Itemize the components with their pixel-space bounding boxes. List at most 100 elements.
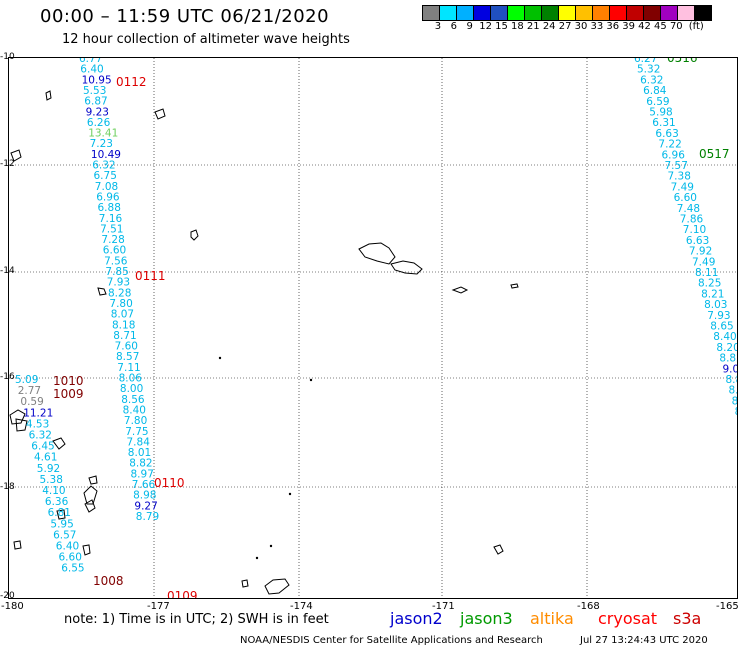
swh-value-track-b: 6.55 xyxy=(61,563,84,575)
color-legend-tick: 33 xyxy=(590,21,604,32)
swh-value-track-c: 8.03 xyxy=(704,299,727,311)
swh-value-track-a: 7.66 xyxy=(132,479,156,491)
swh-value-track-a: 8.01 xyxy=(128,447,151,459)
footer-timestamp: Jul 27 13:24:43 UTC 2020 xyxy=(580,635,708,646)
swh-value-track-b: 5.09 xyxy=(15,374,38,386)
swh-value-track-a: 7.51 xyxy=(100,223,123,235)
island-outline xyxy=(52,437,66,450)
color-legend-labels: 3 6 9 12 15 18 21 24 27 30 33 36 39 42 45 70 (ft) xyxy=(422,21,708,32)
color-legend-tick: 12 xyxy=(479,21,492,32)
swh-value-track-c: 7.38 xyxy=(668,171,691,183)
color-legend-tick: 9 xyxy=(466,21,473,32)
swh-value-track-b: 4.53 xyxy=(26,418,49,430)
color-legend-tick: 15 xyxy=(495,21,508,32)
color-swatch xyxy=(626,5,644,21)
orbit-label: 0517 xyxy=(699,147,730,161)
color-legend-tick: 36 xyxy=(606,21,620,32)
color-swatch xyxy=(677,5,695,21)
swh-value-track-b: 6.57 xyxy=(53,529,76,541)
color-legend xyxy=(422,5,712,21)
swh-value-track-c: 7.49 xyxy=(671,181,694,193)
color-legend-tick: 70 xyxy=(669,21,683,32)
swh-value-track-a: 7.60 xyxy=(115,341,138,353)
island-outline xyxy=(84,499,96,513)
swh-value-track-c: 7.86 xyxy=(680,214,704,226)
orbit-label: 0112 xyxy=(116,75,147,89)
swh-value-track-b: 6.32 xyxy=(29,430,52,442)
longitude-label: -180 xyxy=(1,601,24,612)
longitude-label: -171 xyxy=(432,601,455,612)
swh-value-track-b: 6.40 xyxy=(56,541,79,553)
swh-value-track-c: 6.63 xyxy=(655,128,678,140)
page-subtitle: 12 hour collection of altimeter wave hei… xyxy=(62,32,350,47)
island-outline xyxy=(358,242,396,265)
swh-value-track-c: 8.21 xyxy=(701,288,724,300)
island-outline xyxy=(451,286,469,294)
swh-value-track-a: 8.98 xyxy=(133,490,156,502)
swh-value-track-a: 6.26 xyxy=(87,117,111,129)
swh-value-track-c: 7.49 xyxy=(692,256,715,268)
island-outline xyxy=(88,475,98,485)
color-swatch xyxy=(694,5,712,21)
satellite-legend-cryosat: cryosat xyxy=(598,609,658,628)
color-swatch xyxy=(575,5,593,21)
swh-value-track-c: 7.48 xyxy=(677,203,700,215)
color-swatch xyxy=(524,5,542,21)
island-outline xyxy=(10,149,22,162)
latitude-label: -14 xyxy=(0,266,15,276)
orbit-label: 1008 xyxy=(93,574,124,588)
latitude-label: -16 xyxy=(0,372,15,382)
color-swatch xyxy=(439,5,457,21)
swh-value-track-a: 8.06 xyxy=(119,373,143,385)
swh-value-track-a: 7.93 xyxy=(107,277,130,289)
swh-value-track-c: 6.31 xyxy=(652,117,675,129)
color-legend-tick: 39 xyxy=(622,21,635,32)
swh-value-track-b: 5.95 xyxy=(50,518,73,530)
swh-value-track-c: 6.59 xyxy=(646,96,669,108)
swh-value-track-b: 5.92 xyxy=(37,463,60,475)
swh-value-track-a: 8.40 xyxy=(123,404,146,416)
swh-value-track-c: 8.06 xyxy=(732,395,737,407)
island-dot xyxy=(255,556,259,560)
footer-credit: NOAA/NESDIS Center for Satellite Applica… xyxy=(240,635,543,646)
swh-value-track-a: 6.40 xyxy=(80,64,103,76)
swh-value-track-a: 7.85 xyxy=(105,266,128,278)
color-legend-tick: 21 xyxy=(526,21,540,32)
swh-value-track-c: 5.98 xyxy=(649,107,672,119)
swh-value-track-a: 6.75 xyxy=(94,170,117,182)
satellite-legend-jason2: jason2 xyxy=(390,609,443,628)
swh-value-track-a: 8.56 xyxy=(121,394,145,406)
swh-value-track-a: 7.16 xyxy=(99,213,123,225)
swh-value-track-c: 8.83 xyxy=(729,385,738,397)
swh-value-track-a: 8.57 xyxy=(116,351,139,363)
color-legend-tick: 24 xyxy=(542,21,556,32)
swh-value-track-a: 9.23 xyxy=(86,106,109,118)
satellite-legend-s3a: s3a xyxy=(673,609,702,628)
swh-value-track-a: 8.71 xyxy=(113,330,136,342)
color-swatch xyxy=(592,5,610,21)
swh-value-track-c: 7.93 xyxy=(707,310,730,322)
island-outline xyxy=(510,283,519,289)
swh-value-track-a: 8.79 xyxy=(136,511,159,523)
swh-value-track-a: 7.28 xyxy=(101,234,124,246)
swh-value-track-c: 6.60 xyxy=(674,192,697,204)
island-outline xyxy=(97,287,107,296)
color-swatch xyxy=(473,5,491,21)
swh-value-track-c: 8.25 xyxy=(698,278,721,290)
color-swatch xyxy=(643,5,661,21)
color-swatch xyxy=(507,5,525,21)
island-outline xyxy=(83,485,98,505)
color-legend-unit: (ft) xyxy=(688,21,704,32)
color-swatch xyxy=(660,5,678,21)
swh-value-track-c: 7.22 xyxy=(658,139,681,151)
swh-value-track-a: 6.96 xyxy=(96,192,120,204)
swh-value-track-c: 6.63 xyxy=(686,235,709,247)
swh-value-track-c: 8.83 xyxy=(726,374,738,386)
color-swatch xyxy=(541,5,559,21)
swh-value-track-c: 8.20 xyxy=(716,342,737,354)
island-outline xyxy=(45,90,52,101)
orbit-label: 0516 xyxy=(667,58,698,65)
swh-value-track-a: 8.07 xyxy=(111,309,134,321)
map-canvas: 6.776.4010.955.536.879.236.2613.417.2310… xyxy=(9,58,737,598)
swh-value-track-a: 8.97 xyxy=(131,468,154,480)
